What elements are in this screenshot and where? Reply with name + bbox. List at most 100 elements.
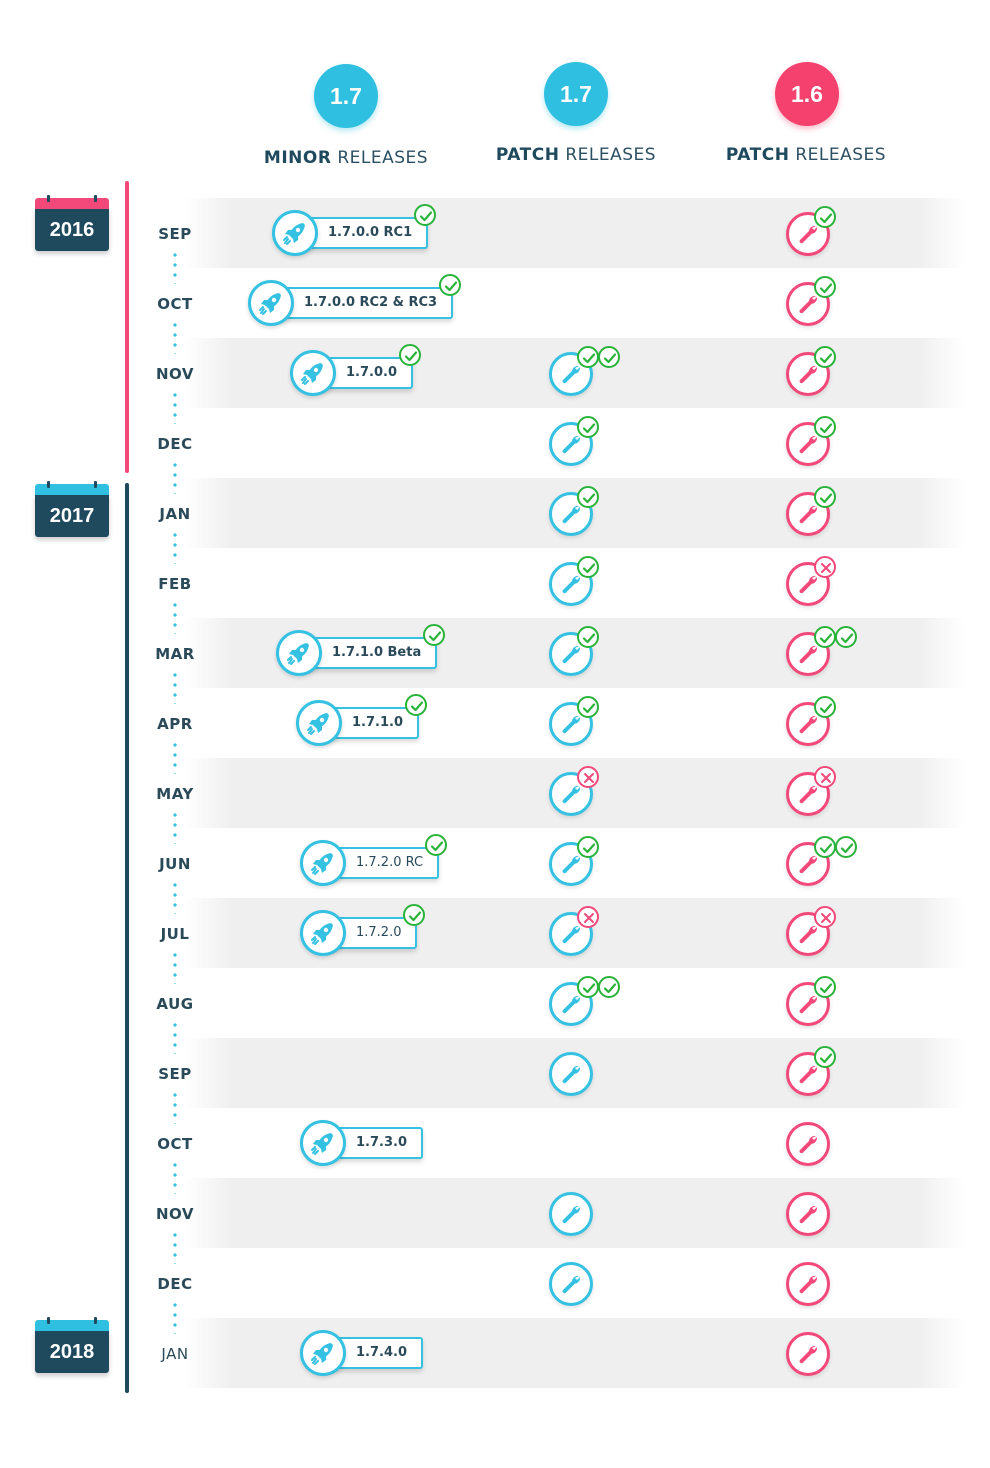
month-label: MAR: [155, 645, 195, 663]
patch-17-version-circle: 1.7: [544, 62, 608, 126]
patch-16-version-circle: 1.6: [775, 62, 839, 126]
calendar-top: [35, 481, 109, 495]
check-icon: [814, 1046, 836, 1068]
year-label: 2016: [35, 209, 109, 251]
rocket-icon: [296, 700, 342, 746]
year-label: 2017: [35, 495, 109, 537]
wrench-icon[interactable]: [786, 1332, 830, 1376]
timeline-dots: [173, 950, 177, 984]
cross-icon: [814, 766, 836, 788]
check-icon: [814, 276, 836, 298]
check-icon: [403, 904, 425, 926]
month-label: OCT: [157, 295, 193, 313]
rocket-icon: [272, 210, 318, 256]
patch17-kind: PATCH: [495, 145, 560, 165]
check-icon: [423, 624, 445, 646]
check-icon: [577, 556, 599, 578]
release-label: 1.7.1.0 Beta: [298, 637, 438, 669]
month-label: NOV: [155, 1205, 194, 1223]
wrench-icon[interactable]: [549, 772, 593, 816]
month-label: MAY: [156, 785, 194, 803]
rocket-icon: [300, 840, 346, 886]
check-icon: [425, 834, 447, 856]
check-icon: [814, 626, 836, 648]
year-line-2016: [125, 181, 129, 473]
wrench-icon[interactable]: [549, 492, 593, 536]
check-icon: [814, 976, 836, 998]
timeline-dots: [173, 530, 177, 564]
wrench-icon[interactable]: [786, 912, 830, 956]
wrench-icon[interactable]: [549, 1052, 593, 1096]
release-label: 1.7.0.0 RC2 & RC3: [270, 287, 454, 319]
minor-17-version-circle: 1.7: [314, 64, 378, 128]
month-label: SEP: [158, 1065, 192, 1083]
cross-icon: [814, 556, 836, 578]
wrench-icon[interactable]: [549, 562, 593, 606]
cross-icon: [814, 906, 836, 928]
check-icon: [577, 976, 599, 998]
wrench-icon[interactable]: [786, 702, 830, 746]
check-icon: [814, 416, 836, 438]
check-icon: [814, 486, 836, 508]
patch16-kind: PATCH: [725, 145, 790, 165]
check-icon: [577, 416, 599, 438]
timeline-dots: [173, 810, 177, 844]
check-icon: [835, 626, 857, 648]
check-icon: [577, 836, 599, 858]
check-icon: [814, 836, 836, 858]
rocket-icon: [300, 1120, 346, 1166]
rocket-icon: [248, 280, 294, 326]
month-label: JUL: [160, 925, 190, 943]
patch16-suffix: RELEASES: [795, 145, 887, 165]
timeline-dots: [173, 740, 177, 774]
check-icon: [414, 204, 436, 226]
month-label: JAN: [159, 505, 191, 523]
timeline-dots: [173, 1300, 177, 1334]
wrench-icon[interactable]: [549, 632, 593, 676]
check-icon: [405, 694, 427, 716]
timeline-dots: [173, 600, 177, 634]
cross-icon: [577, 906, 599, 928]
month-label: AUG: [156, 995, 194, 1013]
check-icon: [835, 836, 857, 858]
check-icon: [577, 346, 599, 368]
wrench-icon[interactable]: [786, 422, 830, 466]
check-icon: [598, 346, 620, 368]
year-badge-2018: 2018: [35, 1317, 109, 1373]
wrench-icon[interactable]: [786, 562, 830, 606]
wrench-icon[interactable]: [786, 1052, 830, 1096]
rocket-icon: [276, 630, 322, 676]
check-icon: [577, 486, 599, 508]
rocket-icon: [300, 910, 346, 956]
month-label: NOV: [155, 365, 194, 383]
check-icon: [439, 274, 461, 296]
month-label: OCT: [157, 1135, 193, 1153]
check-icon: [598, 976, 620, 998]
patch17-suffix: RELEASES: [565, 145, 657, 165]
wrench-icon[interactable]: [786, 1192, 830, 1236]
wrench-icon[interactable]: [549, 1192, 593, 1236]
year-badge-2017: 2017: [35, 481, 109, 537]
timeline-dots: [173, 390, 177, 424]
wrench-icon[interactable]: [549, 982, 593, 1026]
timeline-dots: [173, 1160, 177, 1194]
month-label: FEB: [158, 575, 192, 593]
timeline-dots: [173, 1090, 177, 1124]
minor-releases-heading: MINOR RELEASES: [226, 148, 466, 168]
minor-suffix: RELEASES: [337, 148, 429, 168]
month-label: DEC: [157, 435, 193, 453]
timeline-dots: [173, 670, 177, 704]
cross-icon: [577, 766, 599, 788]
wrench-icon[interactable]: [786, 1262, 830, 1306]
timeline-dots: [173, 1020, 177, 1054]
wrench-icon[interactable]: [549, 1262, 593, 1306]
year-badge-2016: 2016: [35, 195, 109, 251]
rocket-icon: [300, 1330, 346, 1376]
timeline-dots: [173, 250, 177, 284]
wrench-icon[interactable]: [786, 1122, 830, 1166]
timeline-dots: [173, 320, 177, 354]
check-icon: [814, 696, 836, 718]
minor-kind: MINOR: [263, 148, 332, 168]
month-label: DEC: [157, 1275, 193, 1293]
month-label: APR: [157, 715, 193, 733]
